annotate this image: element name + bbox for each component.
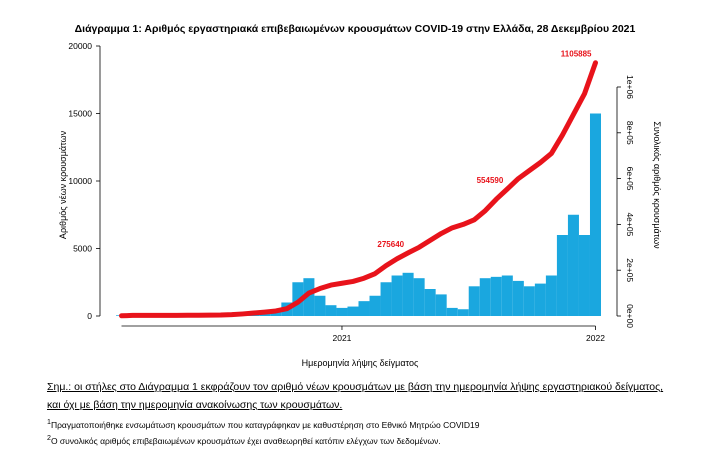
data-label: 1105885 (561, 50, 592, 59)
y2-tick-label: 8e+05 (625, 121, 635, 145)
bar (490, 276, 502, 316)
cumulative-line (119, 60, 598, 319)
y2-tick-label: 0e+00 (625, 304, 635, 328)
bar (512, 280, 524, 316)
chart-title: Διάγραμμα 1: Αριθμός εργαστηριακά επιβεβ… (75, 23, 636, 35)
bar (358, 301, 370, 316)
data-label: 554590 (477, 176, 504, 185)
bar (325, 305, 337, 316)
y-tick-label: 5000 (73, 244, 92, 254)
bar (391, 275, 403, 316)
bar (479, 278, 491, 316)
footnote-mark: 1 (47, 418, 51, 426)
x-axis-label: Ημερομηνία λήψης δείγματος (302, 358, 419, 368)
y-axis-label: Αριθμός νέων κρουσμάτων (58, 130, 68, 239)
footnote-text: Πραγματοποιήθηκε ενσωμάτωση κρουσμάτων π… (50, 419, 480, 430)
data-label: 275640 (377, 240, 404, 249)
y-tick-label: 10000 (68, 176, 92, 186)
note-main: Σημ.: οι στήλες στο Διάγραμμα 1 εκφράζου… (47, 381, 664, 411)
x-tick-label: 2021 (333, 333, 352, 343)
y-tick-label: 15000 (68, 109, 92, 119)
footnote-text: Ο συνολικός αριθμός επιβεβαιωμένων κρουσ… (50, 435, 441, 446)
bar (468, 286, 480, 316)
chart: Διάγραμμα 1: Αριθμός εργαστηριακά επιβεβ… (58, 23, 662, 368)
bar (567, 214, 579, 316)
bar (314, 295, 326, 316)
y2-axis-label: Συνολικός αριθμός κρουσμάτων (652, 121, 662, 249)
bar (523, 286, 535, 316)
y2-tick-label: 6e+05 (625, 167, 635, 191)
notes: Σημ.: οι στήλες στο Διάγραμμα 1 εκφράζου… (47, 378, 667, 446)
bar (534, 283, 546, 316)
footnote-mark: 2 (47, 433, 51, 442)
bar (380, 282, 392, 316)
bar (347, 306, 359, 316)
x-tick-label: 2022 (586, 333, 605, 343)
y2-tick-label: 1e+06 (625, 75, 635, 99)
bar (578, 235, 590, 316)
bar (556, 235, 568, 316)
bar (369, 295, 381, 316)
footnote: 2Ο συνολικός αριθμός επιβεβαιωμένων κρου… (47, 434, 667, 446)
bar (303, 278, 315, 316)
bar (457, 309, 469, 316)
bar (336, 307, 348, 316)
bar (589, 113, 601, 316)
y-tick-label: 20000 (68, 41, 92, 51)
y2-tick-label: 2e+05 (625, 258, 635, 282)
bar (413, 278, 425, 316)
bar (446, 307, 458, 316)
footnote: 1Πραγματοποιήθηκε ενσωμάτωση κρουσμάτων … (47, 418, 667, 430)
y2-tick-label: 4e+05 (625, 212, 635, 236)
bar (435, 294, 447, 316)
y-tick-label: 0 (87, 311, 92, 321)
bar (545, 275, 557, 316)
bar (402, 272, 414, 316)
bar (501, 275, 513, 316)
bar (424, 289, 436, 316)
